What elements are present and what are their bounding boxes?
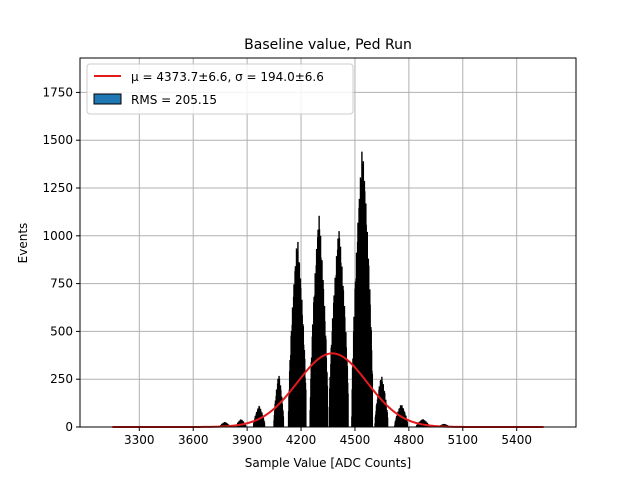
chart-title: Baseline value, Ped Run (244, 37, 412, 53)
x-tick-label: 3300 (124, 433, 155, 447)
plot-frame (79, 57, 577, 428)
histogram-bin (305, 389, 307, 428)
y-tick-label: 250 (50, 372, 73, 386)
x-tick-label: 5100 (448, 433, 479, 447)
histogram-bin (282, 416, 285, 428)
legend: μ = 4373.7±6.6, σ = 194.0±6.6 RMS = 205.… (86, 63, 354, 115)
histogram-bin (326, 385, 329, 428)
histogram-bin (263, 422, 266, 428)
y-tick-label: 1750 (42, 85, 73, 99)
x-tick-label: 5400 (501, 433, 532, 447)
x-tick-label: 3900 (232, 433, 263, 447)
legend-hist-label: RMS = 205.15 (131, 93, 217, 107)
histogram-bin (386, 417, 389, 428)
x-tick-label: 4200 (286, 433, 317, 447)
x-tick-label: 4500 (340, 433, 371, 447)
y-tick-label: 500 (50, 324, 73, 338)
x-axis-ticks: 3300 3600 3900 4200 4500 4800 5100 5400 (124, 427, 532, 447)
histogram-bin (347, 393, 349, 428)
histogram-bin (371, 373, 374, 428)
y-tick-label: 1000 (42, 229, 73, 243)
x-axis-label: Sample Value [ADC Counts] (245, 456, 411, 470)
y-axis-ticks: 0 250 500 750 1000 1250 1500 1750 (42, 85, 80, 434)
histogram-bin (406, 422, 409, 428)
grid (80, 58, 576, 428)
y-tick-label: 1250 (42, 181, 73, 195)
x-tick-label: 3600 (178, 433, 209, 447)
x-tick-label: 4800 (394, 433, 425, 447)
y-tick-label: 750 (50, 277, 73, 291)
legend-hist-swatch (93, 93, 122, 105)
y-axis-label: Events (16, 223, 30, 264)
legend-box (86, 63, 354, 115)
legend-fit-label: μ = 4373.7±6.6, σ = 194.0±6.6 (131, 70, 324, 84)
y-tick-label: 1500 (42, 133, 73, 147)
y-tick-label: 0 (65, 420, 73, 434)
plot-area (80, 58, 576, 427)
